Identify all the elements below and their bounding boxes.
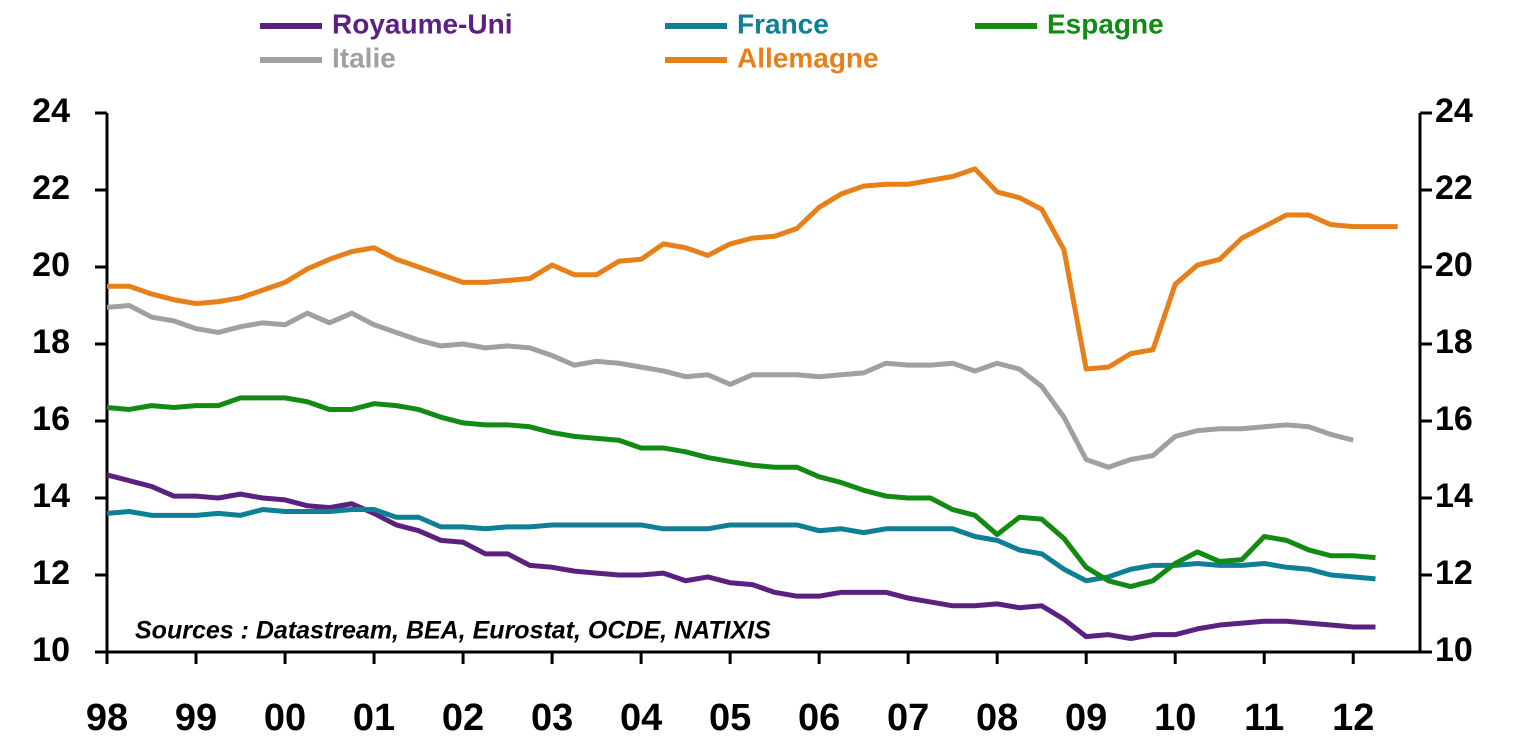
legend-label: Allemagne (737, 42, 879, 73)
x-tick-label: 11 (1244, 697, 1284, 739)
x-tick-label: 04 (620, 697, 662, 739)
y-tick-label: 24 (32, 92, 70, 130)
series-line (107, 166, 1398, 372)
legend-label: Espagne (1047, 8, 1164, 39)
x-tick-label: 09 (1065, 697, 1107, 739)
legend-label: Italie (332, 42, 396, 73)
y-tick-label-right: 10 (1435, 631, 1473, 669)
series-line (106, 472, 1376, 642)
x-tick-label: 01 (353, 697, 395, 739)
x-tick-label: 99 (175, 697, 217, 739)
y-tick-label-right: 22 (1435, 169, 1473, 207)
y-tick-label-right: 24 (1435, 92, 1473, 130)
y-tick-label: 14 (32, 477, 70, 515)
series-line (106, 507, 1376, 584)
y-tick-label: 20 (32, 246, 70, 284)
y-tick-label: 16 (32, 400, 70, 438)
y-tick-label: 22 (32, 169, 70, 207)
y-tick-label: 12 (32, 554, 70, 592)
y-tick-label-right: 18 (1435, 323, 1473, 361)
x-tick-label: 02 (442, 697, 484, 739)
x-tick-label: 12 (1332, 697, 1374, 739)
x-tick-label: 00 (264, 697, 306, 739)
y-tick-label-right: 16 (1435, 400, 1473, 438)
y-tick-label-right: 20 (1435, 246, 1473, 284)
x-tick-label: 98 (86, 697, 128, 739)
x-tick-label: 03 (531, 697, 573, 739)
y-tick-label: 10 (32, 631, 70, 669)
x-tick-label: 07 (887, 697, 929, 739)
x-tick-label: 05 (709, 697, 751, 739)
y-tick-label: 18 (32, 323, 70, 361)
legend-label: France (737, 8, 829, 39)
legend-label: Royaume-Uni (332, 8, 512, 39)
x-tick-label: 10 (1154, 697, 1196, 739)
x-tick-label: 06 (798, 697, 840, 739)
y-tick-label-right: 14 (1435, 477, 1473, 515)
series-line (106, 395, 1376, 590)
series-line (106, 303, 1354, 470)
y-tick-label-right: 12 (1435, 554, 1473, 592)
source-note: Sources : Datastream, BEA, Eurostat, OCD… (135, 617, 771, 645)
x-tick-label: 08 (976, 697, 1018, 739)
